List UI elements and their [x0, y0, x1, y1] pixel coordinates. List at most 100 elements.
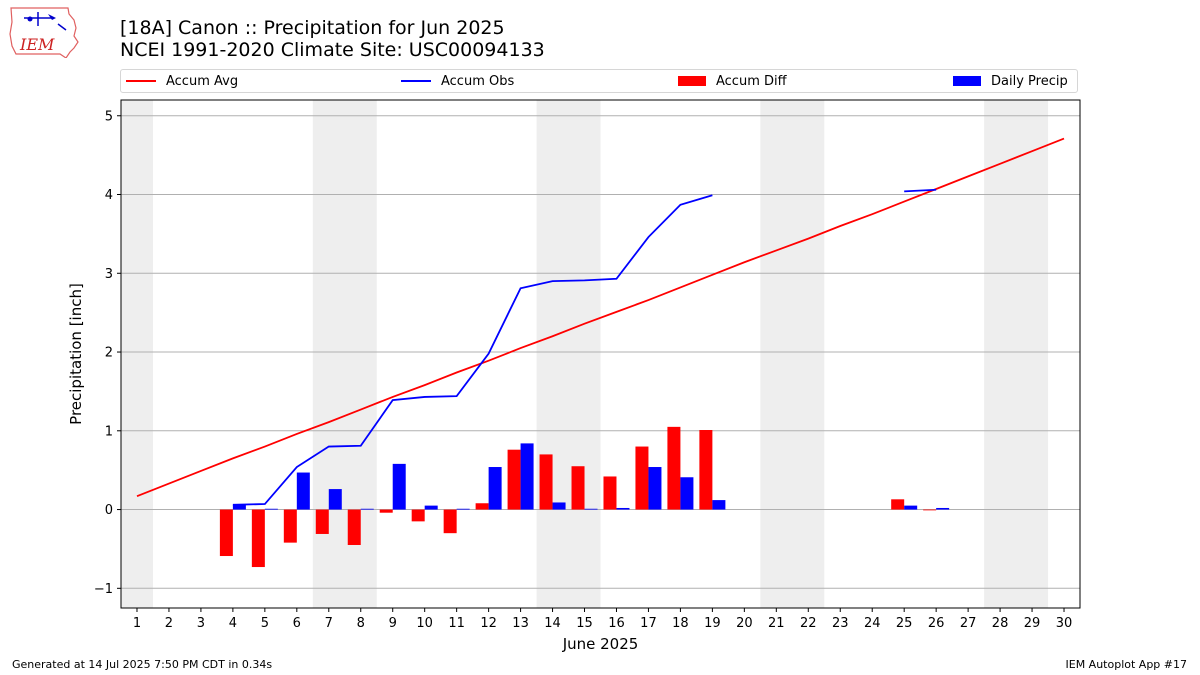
- generated-timestamp: Generated at 14 Jul 2025 7:50 PM CDT in …: [12, 658, 273, 671]
- legend-item-accum-obs: Accum Obs: [401, 70, 514, 92]
- accum-diff-bar: [475, 503, 489, 510]
- daily-precip-bar: [936, 507, 950, 510]
- iem-logo: IEM: [9, 7, 79, 58]
- accum-avg-line: [136, 137, 1065, 497]
- accum-diff-bar: [603, 476, 617, 510]
- x-tick-label: 20: [736, 616, 753, 631]
- daily-precip-bar: [616, 507, 630, 510]
- accum-diff-bar: [571, 466, 585, 510]
- accum-diff-bar: [635, 446, 649, 510]
- legend-item-daily-precip: Daily Precip: [953, 70, 1068, 92]
- accum-obs-line: [904, 188, 937, 193]
- daily-precip-bar: [456, 508, 470, 510]
- x-tick-label: 3: [197, 616, 205, 631]
- legend-swatch: [126, 80, 156, 82]
- accum-diff-bar: [507, 449, 521, 510]
- daily-precip-bar: [232, 504, 246, 510]
- accum-diff-bar: [667, 426, 681, 510]
- weekend-band: [121, 100, 153, 608]
- x-tick-label: 4: [229, 616, 237, 631]
- daily-precip-bar: [296, 472, 310, 510]
- x-tick-label: 19: [704, 616, 721, 631]
- x-tick-label: 29: [1024, 616, 1041, 631]
- x-tick-label: 16: [608, 616, 625, 631]
- x-tick-label: 11: [448, 616, 465, 631]
- x-tick-label: 25: [896, 616, 913, 631]
- title-line-1: [18A] Canon :: Precipitation for Jun 202…: [120, 17, 505, 39]
- x-tick-label: 26: [928, 616, 945, 631]
- accum-diff-bar: [411, 509, 425, 522]
- x-tick-label: 10: [416, 616, 433, 631]
- daily-precip-bar: [904, 505, 918, 510]
- x-tick-label: 9: [389, 616, 397, 631]
- chart-title: [18A] Canon :: Precipitation for Jun 202…: [120, 17, 545, 61]
- x-tick-label: 27: [960, 616, 977, 631]
- accum-diff-bar: [315, 509, 329, 534]
- legend-item-accum-avg: Accum Avg: [126, 70, 238, 92]
- logo-text: IEM: [19, 35, 55, 54]
- accum-diff-bar: [219, 509, 233, 557]
- accum-diff-bar: [347, 509, 361, 545]
- accum-diff-bar: [283, 509, 297, 543]
- y-axis-label: Precipitation [inch]: [67, 283, 85, 425]
- y-tick-label: 5: [105, 109, 113, 124]
- y-tick-label: 0: [105, 503, 113, 518]
- x-tick-label: 15: [576, 616, 593, 631]
- app-credit: IEM Autoplot App #17: [1065, 658, 1188, 671]
- x-tick-label: 14: [544, 616, 561, 631]
- daily-precip-bar: [360, 508, 374, 510]
- legend-label: Accum Diff: [716, 73, 787, 89]
- x-tick-label: 28: [992, 616, 1009, 631]
- daily-precip-bar: [488, 467, 502, 510]
- y-tick-label: −1: [94, 582, 113, 597]
- weekend-band: [760, 100, 825, 608]
- x-tick-label: 23: [832, 616, 849, 631]
- legend-swatch: [401, 80, 431, 82]
- daily-precip-bar: [552, 502, 566, 510]
- plot-frame: [120, 99, 1081, 609]
- legend-label: Accum Avg: [166, 73, 239, 89]
- x-tick-label: 7: [325, 616, 333, 631]
- x-tick-label: 24: [864, 616, 881, 631]
- accum-diff-bar: [699, 430, 713, 510]
- x-tick-label: 8: [357, 616, 365, 631]
- x-tick-label: 22: [800, 616, 817, 631]
- x-tick-label: 18: [672, 616, 689, 631]
- chart-legend: Accum Avg Accum Obs Accum Diff Daily Precip: [120, 69, 1078, 93]
- accum-diff-bar: [539, 454, 553, 510]
- daily-precip-bar: [392, 463, 406, 510]
- accum-obs-line: [232, 194, 713, 506]
- legend-swatch: [953, 76, 981, 86]
- daily-precip-bar: [424, 505, 438, 510]
- y-tick-label: 1: [105, 424, 113, 439]
- daily-precip-bar: [520, 443, 534, 510]
- y-tick-label: 3: [105, 267, 113, 282]
- x-tick-label: 12: [480, 616, 497, 631]
- x-tick-label: 17: [640, 616, 657, 631]
- weekend-band: [984, 100, 1049, 608]
- x-tick-label: 6: [293, 616, 301, 631]
- accum-diff-bar: [923, 509, 937, 511]
- daily-precip-bar: [584, 508, 598, 510]
- x-axis-label: June 2025: [562, 635, 639, 653]
- title-line-2: NCEI 1991-2020 Climate Site: USC00094133: [120, 39, 545, 61]
- x-tick-label: 2: [165, 616, 173, 631]
- y-tick-label: 2: [105, 346, 113, 361]
- weekend-band: [536, 100, 601, 608]
- legend-swatch: [678, 76, 706, 86]
- legend-label: Daily Precip: [991, 73, 1068, 89]
- accum-diff-bar: [891, 499, 905, 510]
- x-tick-label: 13: [512, 616, 529, 631]
- daily-precip-bar: [328, 489, 342, 510]
- daily-precip-bar: [712, 500, 726, 510]
- daily-precip-bar: [648, 467, 662, 510]
- x-tick-label: 21: [768, 616, 785, 631]
- y-tick-label: 4: [105, 188, 113, 203]
- accum-diff-bar: [251, 509, 265, 568]
- accum-diff-bar: [379, 509, 393, 513]
- legend-label: Accum Obs: [441, 73, 515, 89]
- legend-item-accum-diff: Accum Diff: [678, 70, 787, 92]
- x-tick-label: 1: [133, 616, 141, 631]
- daily-precip-bar: [264, 508, 278, 510]
